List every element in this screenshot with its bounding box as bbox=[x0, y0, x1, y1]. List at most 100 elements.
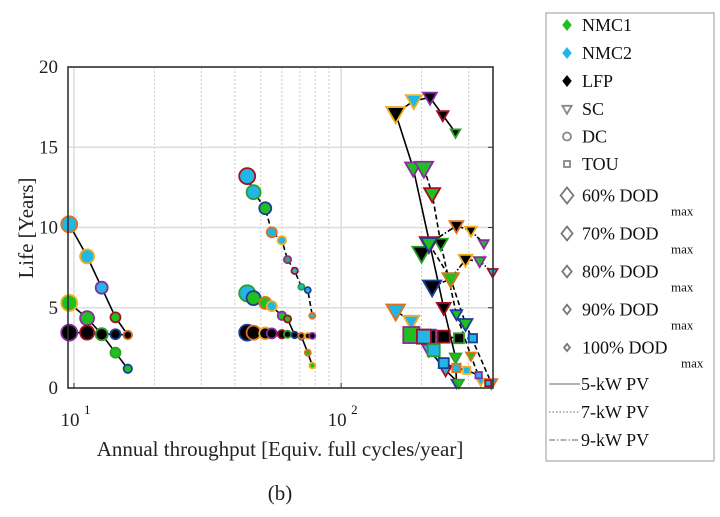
legend-dod-subscript: max bbox=[671, 318, 694, 333]
legend-tariff-circle-icon bbox=[562, 131, 572, 142]
data-point bbox=[79, 248, 96, 265]
legend-dod-label: 100% DOD bbox=[582, 338, 668, 358]
y-tick-label: 20 bbox=[39, 57, 58, 78]
data-point bbox=[421, 279, 443, 299]
plot-frame bbox=[67, 66, 494, 389]
data-point bbox=[441, 272, 461, 290]
legend-tariff-label: TOU bbox=[582, 154, 619, 174]
legend-dod-diamond-icon bbox=[559, 186, 575, 205]
y-axis-label: Life [Years] bbox=[14, 177, 38, 278]
legend-battery-label: LFP bbox=[582, 71, 613, 91]
x-tick-label-exponent: 2 bbox=[351, 402, 358, 417]
data-point bbox=[297, 282, 306, 291]
legend-battery-icon bbox=[562, 47, 572, 59]
data-point bbox=[447, 220, 465, 235]
y-tick-labels: 0 5 10 15 20 bbox=[39, 57, 58, 399]
data-point bbox=[452, 378, 466, 391]
x-tick-labels: 10 1 10 2 bbox=[60, 402, 357, 431]
data-point bbox=[453, 332, 465, 345]
legend-tariff-label: DC bbox=[582, 127, 607, 147]
data-point bbox=[60, 215, 79, 234]
data-point bbox=[384, 106, 407, 125]
data-point bbox=[451, 362, 462, 374]
data-point bbox=[436, 329, 451, 344]
legend-dod-label: 80% DOD bbox=[582, 262, 659, 282]
data-point bbox=[122, 329, 133, 341]
data-point bbox=[94, 280, 109, 295]
data-point bbox=[404, 94, 424, 111]
data-point bbox=[457, 318, 474, 333]
data-point bbox=[303, 286, 312, 294]
data-point bbox=[79, 324, 96, 341]
data-point bbox=[484, 379, 493, 388]
y-tick-label: 10 bbox=[39, 218, 58, 239]
data-point bbox=[276, 235, 287, 246]
data-point bbox=[477, 239, 491, 251]
data-point bbox=[410, 245, 433, 265]
legend-pv-label: 9-kW PV bbox=[581, 430, 649, 450]
data-point bbox=[463, 225, 479, 239]
data-point bbox=[413, 160, 435, 180]
data-point bbox=[449, 128, 462, 140]
data-point bbox=[421, 91, 439, 107]
data-point bbox=[426, 343, 441, 358]
data-point bbox=[457, 253, 474, 269]
data-point bbox=[448, 352, 463, 366]
data-point bbox=[60, 323, 79, 342]
x-axis-label: Annual throughput [Equiv. full cycles/ye… bbox=[97, 437, 464, 461]
legend-dod-subscript: max bbox=[671, 242, 694, 257]
data-point bbox=[297, 331, 306, 340]
data-point bbox=[109, 346, 122, 359]
legend-pv-label: 5-kW PV bbox=[581, 374, 649, 394]
legend-tariff-square-icon bbox=[563, 160, 571, 168]
data-point bbox=[416, 328, 432, 345]
x-tick-label-exponent: 1 bbox=[84, 402, 91, 417]
data-point bbox=[265, 226, 278, 239]
legend-dod-diamond-icon bbox=[561, 264, 573, 279]
data-point bbox=[472, 256, 488, 270]
data-point bbox=[449, 309, 464, 322]
data-point bbox=[283, 329, 293, 339]
x-tick-label-base: 10 bbox=[60, 410, 79, 431]
data-point bbox=[265, 300, 278, 313]
data-point bbox=[422, 187, 442, 205]
data-point bbox=[474, 371, 483, 380]
legend-tariff-triangle-down-icon bbox=[560, 104, 574, 116]
panel-label: (b) bbox=[268, 481, 293, 505]
data-point bbox=[109, 328, 122, 341]
legend-tariff-label: SC bbox=[582, 99, 604, 119]
data-point bbox=[462, 365, 472, 375]
data-point bbox=[308, 311, 317, 320]
data-point bbox=[258, 201, 273, 216]
data-point bbox=[401, 314, 421, 332]
data-point bbox=[384, 303, 407, 323]
data-point bbox=[283, 255, 293, 265]
data-point bbox=[303, 348, 312, 357]
legend-dod-label: 90% DOD bbox=[582, 300, 659, 320]
legend-battery-label: NMC1 bbox=[582, 15, 632, 35]
series-line bbox=[428, 243, 493, 384]
data-point bbox=[432, 237, 450, 253]
data-point bbox=[290, 330, 299, 340]
legend-dod-diamond-icon bbox=[562, 303, 572, 316]
data-point bbox=[283, 314, 293, 324]
legend: NMC1 NMC2 LFP SC DC TOU 60% DOD max 70% DOD max 80… bbox=[545, 12, 715, 462]
series-line bbox=[431, 258, 494, 288]
y-tick-label: 15 bbox=[39, 137, 58, 158]
legend-battery-label: NMC2 bbox=[582, 43, 632, 63]
data-point bbox=[245, 184, 262, 201]
data-point bbox=[464, 351, 478, 363]
data-point bbox=[122, 363, 133, 374]
legend-dod-diamond-icon bbox=[560, 225, 574, 242]
data-point bbox=[79, 310, 96, 327]
data-point bbox=[290, 266, 299, 275]
data-markers bbox=[60, 91, 500, 391]
legend-dod-subscript: max bbox=[671, 280, 694, 295]
data-point bbox=[467, 333, 478, 344]
data-point bbox=[238, 167, 257, 186]
legend-dod-label: 60% DOD bbox=[582, 186, 659, 206]
data-point bbox=[60, 294, 79, 312]
data-point bbox=[94, 327, 109, 342]
legend-dod-subscript: max bbox=[671, 204, 694, 219]
data-point bbox=[437, 357, 450, 370]
